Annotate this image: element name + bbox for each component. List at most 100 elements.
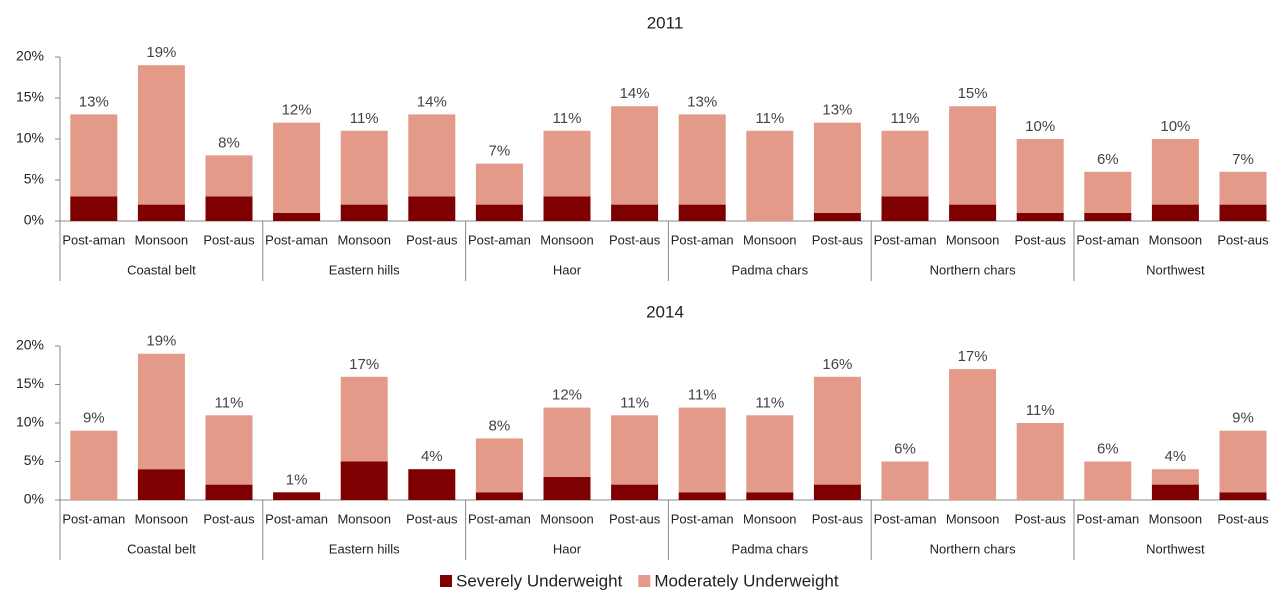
x-tick-label: Post-aus: [609, 232, 661, 247]
x-tick-label: Post-aman: [468, 511, 531, 526]
y-tick-label: 20%: [16, 337, 44, 353]
x-tick-label: Post-aus: [812, 232, 864, 247]
x-tick-label: Post-aus: [609, 511, 661, 526]
bar-segment: [340, 376, 388, 462]
bar-segment: [611, 204, 659, 221]
bar-segment: [408, 469, 456, 500]
bar-segment: [1016, 139, 1064, 213]
x-tick-label: Post-aman: [671, 511, 734, 526]
bar-segment: [949, 369, 997, 500]
bar-segment: [340, 130, 388, 205]
value-label: 16%: [822, 356, 852, 373]
x-tick-label: Post-aus: [1217, 511, 1269, 526]
x-tick-label: Post-aus: [406, 511, 458, 526]
x-tick-label: Post-aus: [203, 232, 255, 247]
bar-segment: [949, 204, 997, 221]
group-label: Northern chars: [930, 262, 1016, 277]
group-label: Northern chars: [930, 541, 1016, 556]
x-tick-label: Monsoon: [540, 232, 593, 247]
x-tick-label: Post-aman: [265, 232, 328, 247]
y-tick-label: 5%: [24, 171, 44, 187]
bar-segment: [1219, 492, 1267, 500]
legend-label: Severely Underweight: [456, 571, 623, 590]
x-tick-label: Monsoon: [337, 232, 390, 247]
x-tick-label: Post-aus: [406, 232, 458, 247]
x-tick-label: Post-aus: [1015, 232, 1067, 247]
value-label: 19%: [146, 44, 176, 61]
bar-segment: [273, 212, 321, 221]
bar-segment: [678, 407, 726, 493]
bar-segment: [205, 196, 253, 221]
group-label: Eastern hills: [329, 262, 400, 277]
x-tick-label: Monsoon: [1149, 511, 1202, 526]
x-tick-label: Post-aus: [203, 511, 255, 526]
value-label: 19%: [146, 333, 176, 350]
y-tick-label: 0%: [24, 212, 44, 228]
x-tick-label: Monsoon: [743, 232, 796, 247]
x-tick-label: Monsoon: [946, 511, 999, 526]
value-label: 1%: [286, 471, 308, 488]
value-label: 11%: [688, 387, 717, 404]
group-label: Northwest: [1146, 541, 1205, 556]
bar-segment: [1084, 171, 1132, 213]
chart-title: 2011: [647, 13, 684, 32]
group-label: Eastern hills: [329, 541, 400, 556]
value-label: 11%: [755, 110, 784, 127]
bar-segment: [408, 196, 456, 221]
bar-segment: [611, 415, 659, 485]
bar-segment: [881, 461, 929, 500]
bar-segment: [1219, 171, 1267, 205]
value-label: 13%: [79, 93, 109, 110]
bar-segment: [543, 130, 591, 197]
bar-segment: [475, 492, 523, 500]
value-label: 11%: [553, 110, 582, 127]
bar-segment: [678, 114, 726, 205]
value-label: 11%: [755, 394, 784, 411]
x-tick-label: Post-aus: [1015, 511, 1067, 526]
legend-swatch: [440, 575, 452, 587]
value-label: 11%: [215, 394, 244, 411]
value-label: 14%: [620, 85, 650, 102]
value-label: 10%: [1025, 118, 1055, 135]
bar-segment: [408, 114, 456, 197]
bar-segment: [1084, 212, 1132, 221]
value-label: 17%: [349, 356, 379, 373]
bar-segment: [813, 212, 861, 221]
bar-segment: [1219, 204, 1267, 221]
bar-segment: [543, 476, 591, 500]
bar-segment: [746, 130, 794, 221]
bar-segment: [949, 106, 997, 205]
bar-segment: [1151, 469, 1199, 485]
value-label: 10%: [1160, 118, 1190, 135]
bar-segment: [813, 122, 861, 213]
bar-segment: [1151, 204, 1199, 221]
value-label: 4%: [421, 448, 443, 465]
value-label: 15%: [958, 85, 988, 102]
group-label: Coastal belt: [127, 541, 196, 556]
bar-segment: [1016, 212, 1064, 221]
bar-segment: [746, 415, 794, 493]
bar-segment: [678, 204, 726, 221]
x-tick-label: Post-aus: [812, 511, 864, 526]
group-label: Coastal belt: [127, 262, 196, 277]
legend-label: Moderately Underweight: [654, 571, 839, 590]
value-label: 14%: [417, 93, 447, 110]
y-tick-label: 15%: [16, 89, 44, 105]
bar-segment: [70, 196, 118, 221]
x-tick-label: Post-aman: [468, 232, 531, 247]
bar-segment: [611, 106, 659, 205]
x-tick-label: Post-aman: [874, 511, 937, 526]
bar-segment: [70, 430, 118, 500]
bar-segment: [1151, 139, 1199, 205]
bar-segment: [475, 438, 523, 493]
bar-segment: [137, 353, 185, 470]
bar-segment: [543, 196, 591, 221]
bar-segment: [340, 461, 388, 500]
bar-segment: [813, 376, 861, 485]
value-label: 7%: [489, 143, 511, 160]
bar-segment: [1084, 461, 1132, 500]
y-tick-label: 20%: [16, 48, 44, 64]
bar-segment: [273, 492, 321, 500]
value-label: 9%: [1232, 410, 1254, 427]
